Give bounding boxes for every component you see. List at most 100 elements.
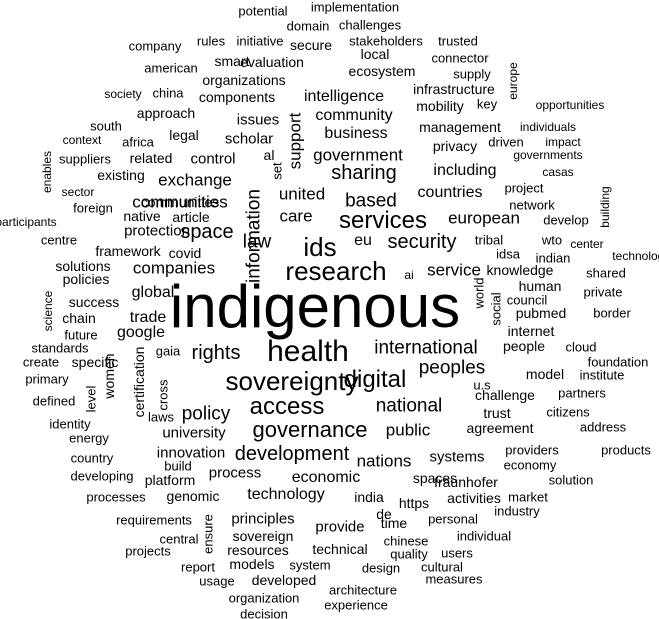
cloud-word: u.s bbox=[473, 377, 491, 393]
cloud-word: measures bbox=[425, 571, 483, 587]
cloud-word: projects bbox=[125, 543, 171, 559]
cloud-word: cross bbox=[155, 379, 171, 411]
cloud-word: american bbox=[144, 60, 198, 76]
cloud-word: sharing bbox=[331, 162, 397, 184]
cloud-word: set bbox=[269, 162, 285, 180]
cloud-word: public bbox=[385, 420, 431, 440]
cloud-word: evaluation bbox=[240, 54, 304, 70]
cloud-word: foundation bbox=[587, 354, 649, 370]
cloud-word: privacy bbox=[432, 138, 478, 154]
cloud-word: driven bbox=[488, 134, 524, 150]
cloud-word: support bbox=[285, 112, 305, 170]
cloud-word: africa bbox=[122, 134, 154, 150]
cloud-word: national bbox=[375, 395, 443, 417]
cloud-word: build bbox=[164, 458, 192, 474]
cloud-word: indian bbox=[535, 250, 571, 266]
cloud-word: challenge bbox=[475, 387, 535, 403]
cloud-word: communities bbox=[140, 194, 220, 210]
cloud-word: systems bbox=[429, 448, 485, 466]
cloud-word: building bbox=[598, 186, 612, 228]
cloud-word: individuals bbox=[519, 120, 577, 134]
cloud-word: policy bbox=[181, 403, 231, 425]
cloud-word: domain bbox=[286, 18, 330, 34]
cloud-word: market bbox=[508, 489, 548, 505]
cloud-word: private bbox=[583, 284, 623, 300]
cloud-word: international bbox=[374, 337, 478, 359]
cloud-word: industry bbox=[494, 503, 540, 519]
cloud-word: google bbox=[116, 324, 166, 341]
cloud-word: personal bbox=[428, 511, 478, 527]
cloud-word: cloud bbox=[565, 339, 597, 355]
cloud-word: issues bbox=[236, 111, 280, 129]
cloud-word: laws bbox=[147, 409, 175, 425]
cloud-word: care bbox=[279, 206, 313, 226]
cloud-word: al bbox=[263, 147, 275, 163]
cloud-word: specific bbox=[71, 354, 119, 370]
cloud-word: trust bbox=[483, 405, 511, 421]
cloud-word: opportunities bbox=[535, 98, 605, 112]
cloud-word: including bbox=[433, 162, 497, 179]
cloud-word: world bbox=[471, 277, 487, 309]
cloud-word: science bbox=[41, 290, 55, 332]
cloud-word: requirements bbox=[116, 512, 192, 528]
cloud-word: usage bbox=[199, 573, 235, 589]
cloud-word: success bbox=[68, 294, 120, 310]
cloud-word: components bbox=[198, 89, 276, 105]
cloud-word: policies bbox=[62, 271, 110, 287]
cloud-word: center bbox=[570, 237, 604, 251]
cloud-word: existing bbox=[97, 167, 145, 183]
cloud-word: scholar bbox=[224, 130, 274, 148]
cloud-word: south bbox=[90, 118, 122, 134]
cloud-word: providers bbox=[505, 442, 559, 458]
cloud-word: technical bbox=[312, 541, 368, 557]
cloud-word: cultural bbox=[421, 559, 463, 575]
cloud-word: ids bbox=[303, 232, 337, 262]
cloud-word: institute bbox=[579, 367, 625, 383]
cloud-word: gaia bbox=[155, 343, 181, 359]
cloud-word: framework bbox=[95, 243, 161, 259]
cloud-word: products bbox=[601, 442, 651, 458]
cloud-word: standards bbox=[31, 340, 89, 356]
cloud-word: potential bbox=[238, 3, 288, 19]
cloud-word: country bbox=[70, 450, 114, 466]
cloud-word: primary bbox=[25, 371, 69, 387]
cloud-word: europe bbox=[506, 62, 520, 100]
cloud-word: peoples bbox=[418, 357, 486, 379]
cloud-word: control bbox=[190, 150, 236, 168]
cloud-word: certification bbox=[131, 346, 147, 418]
cloud-word: companies bbox=[132, 258, 216, 278]
cloud-word: access bbox=[249, 393, 325, 420]
cloud-word: developing bbox=[70, 468, 134, 484]
cloud-word: business bbox=[324, 125, 388, 142]
cloud-word: platform bbox=[144, 472, 196, 488]
cloud-word: economic bbox=[291, 469, 361, 486]
cloud-word: indigenous bbox=[169, 273, 461, 340]
cloud-word: individual bbox=[456, 528, 512, 544]
cloud-word: context bbox=[62, 133, 102, 147]
cloud-word: rights bbox=[191, 342, 241, 364]
cloud-word: shared bbox=[586, 265, 626, 281]
cloud-word: spaces bbox=[412, 470, 458, 486]
cloud-word: genomic bbox=[166, 488, 220, 504]
cloud-word: network bbox=[509, 197, 555, 213]
cloud-word: casas bbox=[542, 165, 574, 179]
cloud-word: tribal bbox=[474, 232, 504, 248]
cloud-word: create bbox=[22, 354, 60, 370]
cloud-word: decision bbox=[240, 606, 288, 619]
cloud-word: https bbox=[398, 495, 430, 511]
cloud-word: intelligence bbox=[303, 88, 385, 105]
cloud-word: stakeholders bbox=[349, 33, 423, 49]
cloud-word: space bbox=[180, 221, 234, 243]
cloud-word: project bbox=[504, 180, 544, 196]
cloud-word: organization bbox=[228, 590, 300, 606]
cloud-word: system bbox=[289, 557, 331, 573]
cloud-word: implementation bbox=[310, 0, 400, 15]
cloud-word: supply bbox=[453, 66, 491, 82]
cloud-word: principles bbox=[231, 510, 295, 528]
cloud-word: address bbox=[579, 419, 627, 435]
cloud-word: partners bbox=[558, 385, 606, 401]
cloud-word: resources bbox=[227, 542, 289, 558]
cloud-word: identity bbox=[49, 416, 91, 432]
cloud-word: suppliers bbox=[58, 151, 112, 167]
